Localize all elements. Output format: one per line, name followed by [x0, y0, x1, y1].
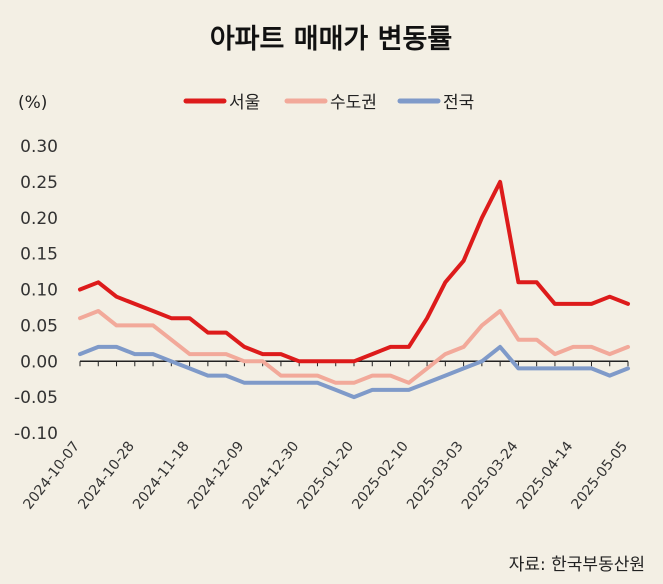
x-tick-label: 2025-02-10 [349, 439, 412, 513]
legend-label: 수도권 [330, 93, 377, 113]
y-tick-label: 0.25 [20, 173, 58, 193]
y-unit-label: (%) [18, 93, 47, 113]
legend-label: 전국 [443, 93, 474, 113]
y-tick-label: 0.05 [20, 316, 58, 336]
chart-title: 아파트 매매가 변동률 [210, 24, 452, 55]
y-tick-label: -0.05 [14, 388, 58, 408]
source-note: 자료: 한국부동산원 [509, 555, 645, 575]
y-tick-label: 0.10 [20, 281, 58, 301]
y-tick-label: 0.30 [20, 137, 58, 157]
x-tick-label: 2025-03-03 [404, 439, 467, 513]
series-line-1 [78, 309, 630, 385]
legend-label: 서울 [229, 93, 260, 113]
x-tick-label: 2024-10-28 [75, 439, 138, 513]
y-tick-label: 0.00 [20, 352, 58, 372]
series-lines [78, 179, 630, 400]
x-tick-label: 2025-01-20 [294, 439, 357, 513]
y-tick-label: -0.10 [14, 424, 58, 444]
x-tick-label: 2025-03-24 [459, 439, 522, 513]
y-tick-label: 0.15 [20, 245, 58, 265]
x-tick-label: 2025-04-14 [514, 439, 577, 513]
x-tick-label: 2024-11-18 [130, 439, 193, 513]
y-tick-label: 0.20 [20, 209, 58, 229]
x-tick-label: 2025-05-05 [568, 439, 631, 513]
legend: 서울 수도권 전국 [183, 93, 474, 113]
x-tick-label: 2024-12-09 [185, 439, 248, 513]
x-tick-label: 2024-10-07 [20, 439, 83, 513]
series-line-2 [78, 344, 630, 400]
x-tick-label: 2024-12-30 [240, 439, 303, 513]
series-line-0 [78, 179, 630, 364]
y-axis-ticks: 0.30 0.25 0.20 0.15 0.10 0.05 0.00 -0.05 -0.10 [14, 137, 58, 444]
